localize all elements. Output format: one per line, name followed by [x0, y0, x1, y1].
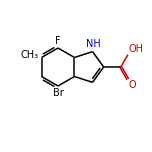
Text: F: F [55, 36, 61, 46]
Text: Br: Br [53, 88, 63, 98]
Text: CH₃: CH₃ [20, 50, 39, 60]
Text: O: O [129, 80, 136, 90]
Text: NH: NH [86, 39, 101, 49]
Text: OH: OH [129, 44, 144, 54]
